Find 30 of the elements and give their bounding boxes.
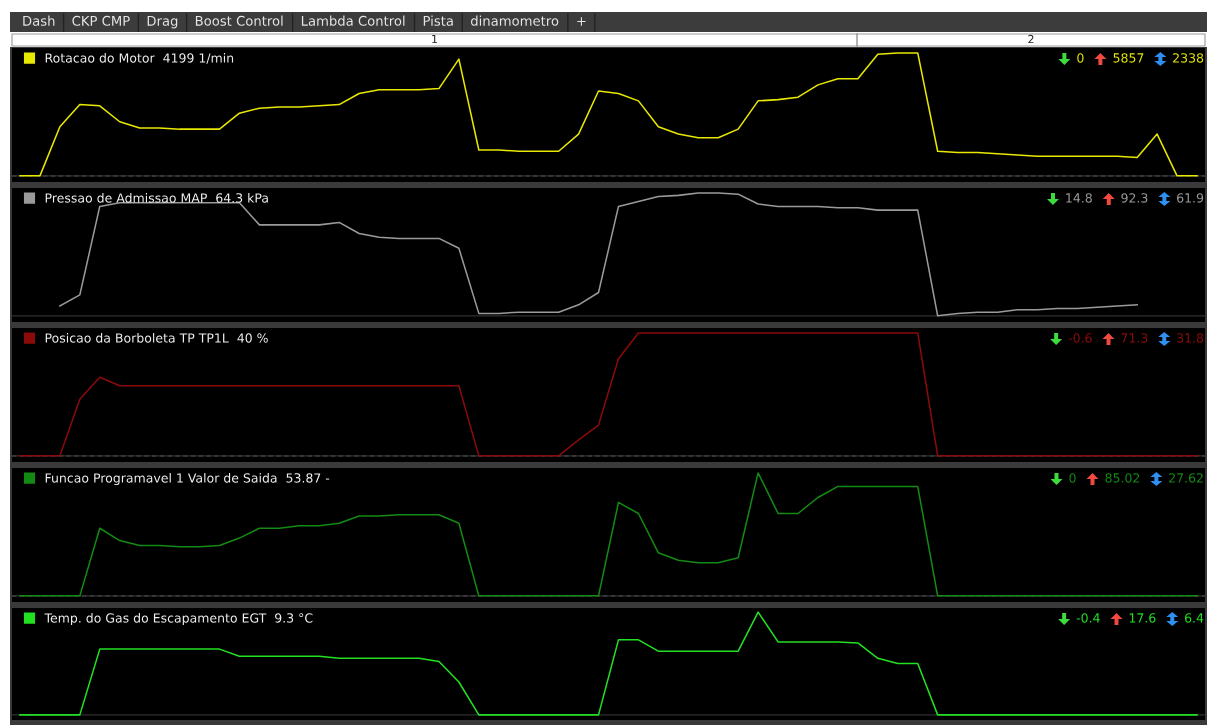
annotation: 6.4 (1184, 613, 1204, 623)
text: Pista (423, 15, 453, 26)
annotation: 0 (1077, 53, 1084, 63)
text: 1 (432, 34, 438, 44)
annotation: -0.6 (1068, 333, 1092, 343)
legend-label: Rotacao do Motor 4199 1/min (45, 53, 234, 64)
annotation: 27.62 (1169, 473, 1203, 483)
annotation: 5857 (1113, 53, 1144, 63)
annotation: 85.02 (1105, 473, 1140, 483)
text: Boost Control (195, 15, 283, 26)
annotation: 0 (1069, 473, 1076, 483)
text: Drag (147, 16, 178, 29)
legend-label: Funcao Programavel 1 Valor de Saida 53.87 - (45, 473, 330, 486)
annotation: -0.4 (1076, 613, 1100, 623)
annotation: 61.9 (1177, 193, 1204, 203)
annotation: 71.3 (1121, 333, 1148, 343)
text: Dash (23, 15, 55, 26)
legend-label: Temp. do Gas do Escapamento EGT 9.3 °C (44, 613, 313, 626)
annotation: 17.6 (1129, 613, 1156, 623)
legend-label: Pressao de Admissao MAP 64.3 kPa (45, 193, 268, 203)
annotation: 31.8 (1177, 333, 1204, 343)
text: + (577, 17, 586, 26)
text: 2 (1028, 34, 1034, 44)
text: dinamometro (470, 15, 559, 26)
text: CKP CMP (72, 15, 130, 26)
text: Lambda Control (301, 15, 405, 26)
annotation: 14.8 (1066, 193, 1092, 203)
annotation: 92.3 (1121, 193, 1148, 203)
annotation: 2338 (1173, 53, 1204, 63)
legend-label: Posicao da Borboleta TP TP1L 40 % (45, 333, 268, 343)
